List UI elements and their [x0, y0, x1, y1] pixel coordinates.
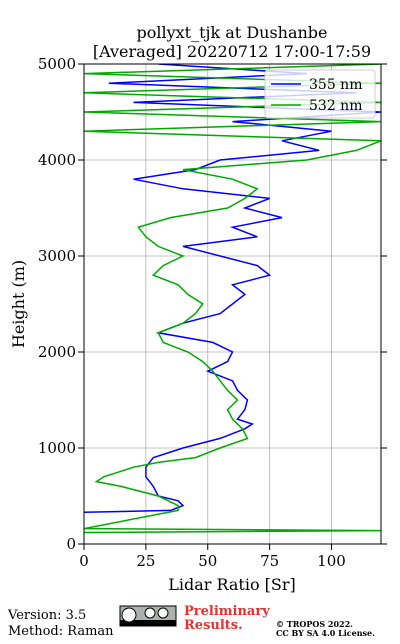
x-tick-label: 25 — [136, 552, 155, 570]
x-tick-label: 50 — [198, 552, 217, 570]
x-tick-label: 0 — [79, 552, 89, 570]
y-tick-label: 0 — [66, 535, 76, 553]
status: Results. — [184, 618, 243, 633]
chart-title: [Averaged] 20220712 17:00-17:59 — [93, 42, 371, 61]
x-axis-label: Lidar Ratio [Sr] — [168, 575, 296, 594]
y-tick-label: 4000 — [38, 151, 76, 169]
profile-line — [84, 64, 381, 514]
version: Version: 3.5 — [7, 608, 86, 623]
copyright: © TROPOS 2022. — [276, 619, 353, 629]
x-tick-label: 100 — [317, 552, 346, 570]
legend-label: 532 nm — [309, 98, 362, 114]
plot-area — [84, 64, 381, 534]
chart-title: pollyxt_tjk at Dushanbe — [136, 23, 327, 42]
profile-line — [84, 64, 381, 534]
legend-box — [264, 69, 376, 119]
y-axis-label: Height (m) — [9, 260, 28, 348]
y-tick-label: 5000 — [38, 55, 76, 73]
method: Method: Raman — [8, 624, 114, 639]
y-tick-label: 3000 — [38, 247, 76, 265]
x-tick-label: 75 — [260, 552, 279, 570]
legend-label: 355 nm — [309, 77, 362, 93]
copyright: CC BY SA 4.0 License. — [276, 628, 375, 638]
plot-frame — [83, 63, 382, 545]
cc-badge — [119, 605, 177, 627]
y-tick-label: 1000 — [38, 439, 76, 457]
y-tick-label: 2000 — [38, 343, 76, 361]
status: Preliminary — [184, 604, 270, 619]
